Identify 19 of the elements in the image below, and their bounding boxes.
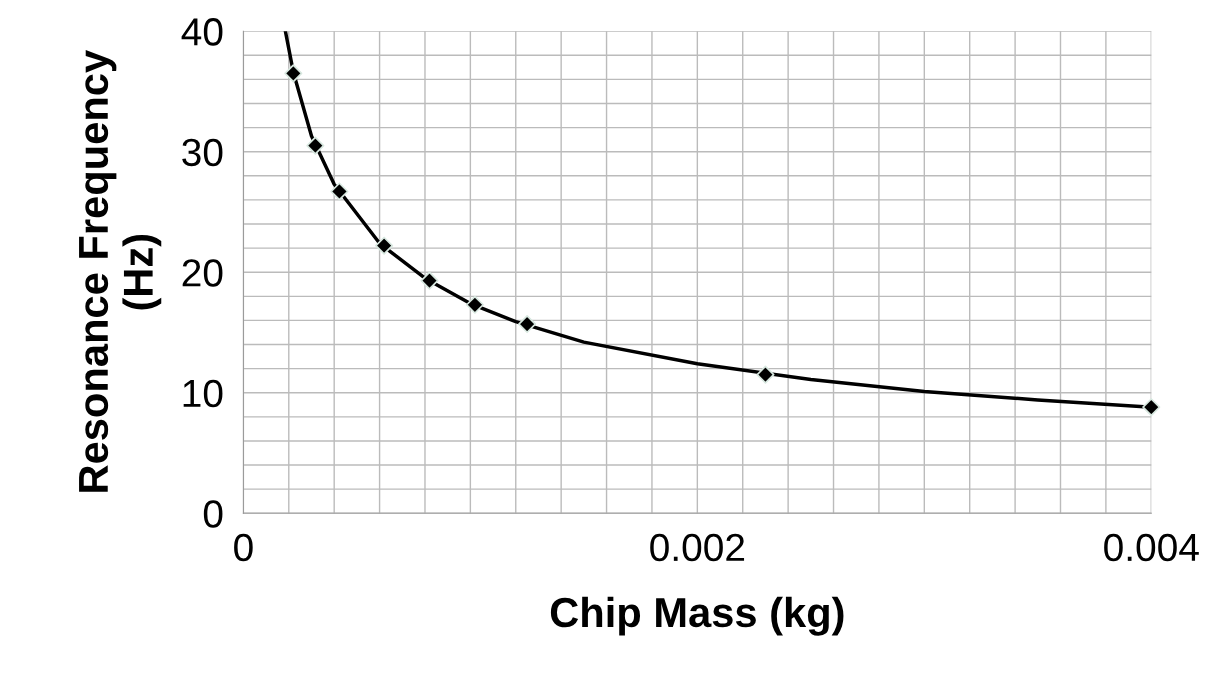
point <box>330 182 349 201</box>
x-tick-label: 0 <box>234 533 253 562</box>
point <box>756 365 775 384</box>
point <box>375 236 394 255</box>
point <box>284 64 303 83</box>
point <box>306 136 325 155</box>
y-tick-label: 0 <box>203 500 223 528</box>
point <box>1142 398 1161 417</box>
y-axis-title: Resonance Frequency (Hz) <box>79 50 162 492</box>
point <box>465 295 484 314</box>
y-tick-label: 10 <box>183 379 223 408</box>
y-tick-label: 20 <box>182 259 223 287</box>
y-tick-label: 30 <box>182 138 223 167</box>
x-tick-label: 0.002 <box>650 533 745 562</box>
point <box>518 314 537 334</box>
point <box>420 271 439 290</box>
x-tick-label: 0.004 <box>1104 533 1199 562</box>
x-axis-title: Chip Mass (kg) <box>550 596 844 636</box>
y-tick-label: 40 <box>181 18 223 46</box>
